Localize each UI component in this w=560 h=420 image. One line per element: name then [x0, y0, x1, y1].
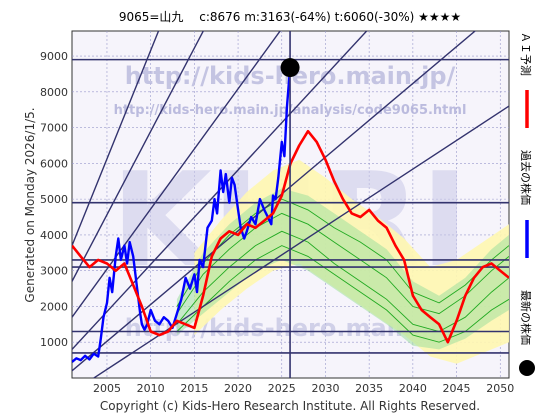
copyright-footer: Copyright (c) Kids-Hero Research Institu… — [100, 399, 480, 413]
green-line-1 — [176, 230, 509, 332]
y-tick-label-9000: 9000 — [40, 50, 68, 63]
x-tick-label-2045: 2045 — [443, 382, 471, 395]
generated-date-label: Generated on Monday 2026/1/5. — [23, 107, 37, 302]
y-tick-label-2000: 2000 — [40, 300, 68, 313]
legend-past-label: 過去の株価 — [519, 150, 533, 205]
x-tick-label-2030: 2030 — [311, 382, 339, 395]
x-tick-label-2035: 2035 — [355, 382, 383, 395]
channel-line-0 — [72, 31, 160, 246]
y-tick-label-4000: 4000 — [40, 229, 68, 242]
legend-ai-label: ＡＩ予測 — [519, 32, 533, 76]
y-tick-label-7000: 7000 — [40, 122, 68, 135]
latest-price-point — [280, 58, 300, 78]
x-tick-label-2015: 2015 — [180, 382, 208, 395]
x-tick-label-2010: 2010 — [137, 382, 165, 395]
y-tick-label-6000: 6000 — [40, 157, 68, 170]
series-past-price-line — [72, 67, 292, 363]
channel-line-2 — [72, 31, 281, 318]
green-band — [176, 188, 509, 350]
y-tick-label-3000: 3000 — [40, 265, 68, 278]
x-tick-label-2040: 2040 — [399, 382, 427, 395]
green-line-2 — [176, 245, 509, 343]
x-tick-label-2005: 2005 — [93, 382, 121, 395]
chart-title: 9065=山九 c:8676 m:3163(-64%) t:6060(-30%)… — [119, 10, 461, 24]
legend-latest-label: 最新の株価 — [519, 290, 533, 345]
green-line-0 — [176, 212, 509, 315]
x-tick-label-2025: 2025 — [268, 382, 296, 395]
y-tick-label-5000: 5000 — [40, 193, 68, 206]
axes-layer: 2005 2010 2015 2020 2025 2030 2035 2040 2045 2050… — [40, 50, 514, 395]
legend-latest-swatch — [519, 360, 535, 376]
y-tick-label-8000: 8000 — [40, 86, 68, 99]
x-tick-label-2020: 2020 — [224, 382, 252, 395]
grid-layer — [72, 31, 509, 378]
y-tick-label-1000: 1000 — [40, 336, 68, 349]
x-tick-label-2050: 2050 — [486, 382, 514, 395]
channel-line-1 — [72, 31, 205, 282]
latest-marker-layer — [280, 31, 300, 378]
green-line-3 — [176, 198, 509, 307]
